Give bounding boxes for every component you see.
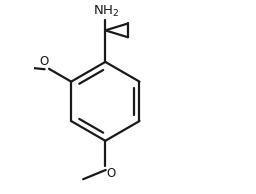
Text: NH$_2$: NH$_2$ bbox=[93, 3, 120, 19]
Text: O: O bbox=[39, 55, 48, 68]
Text: O: O bbox=[106, 167, 115, 180]
